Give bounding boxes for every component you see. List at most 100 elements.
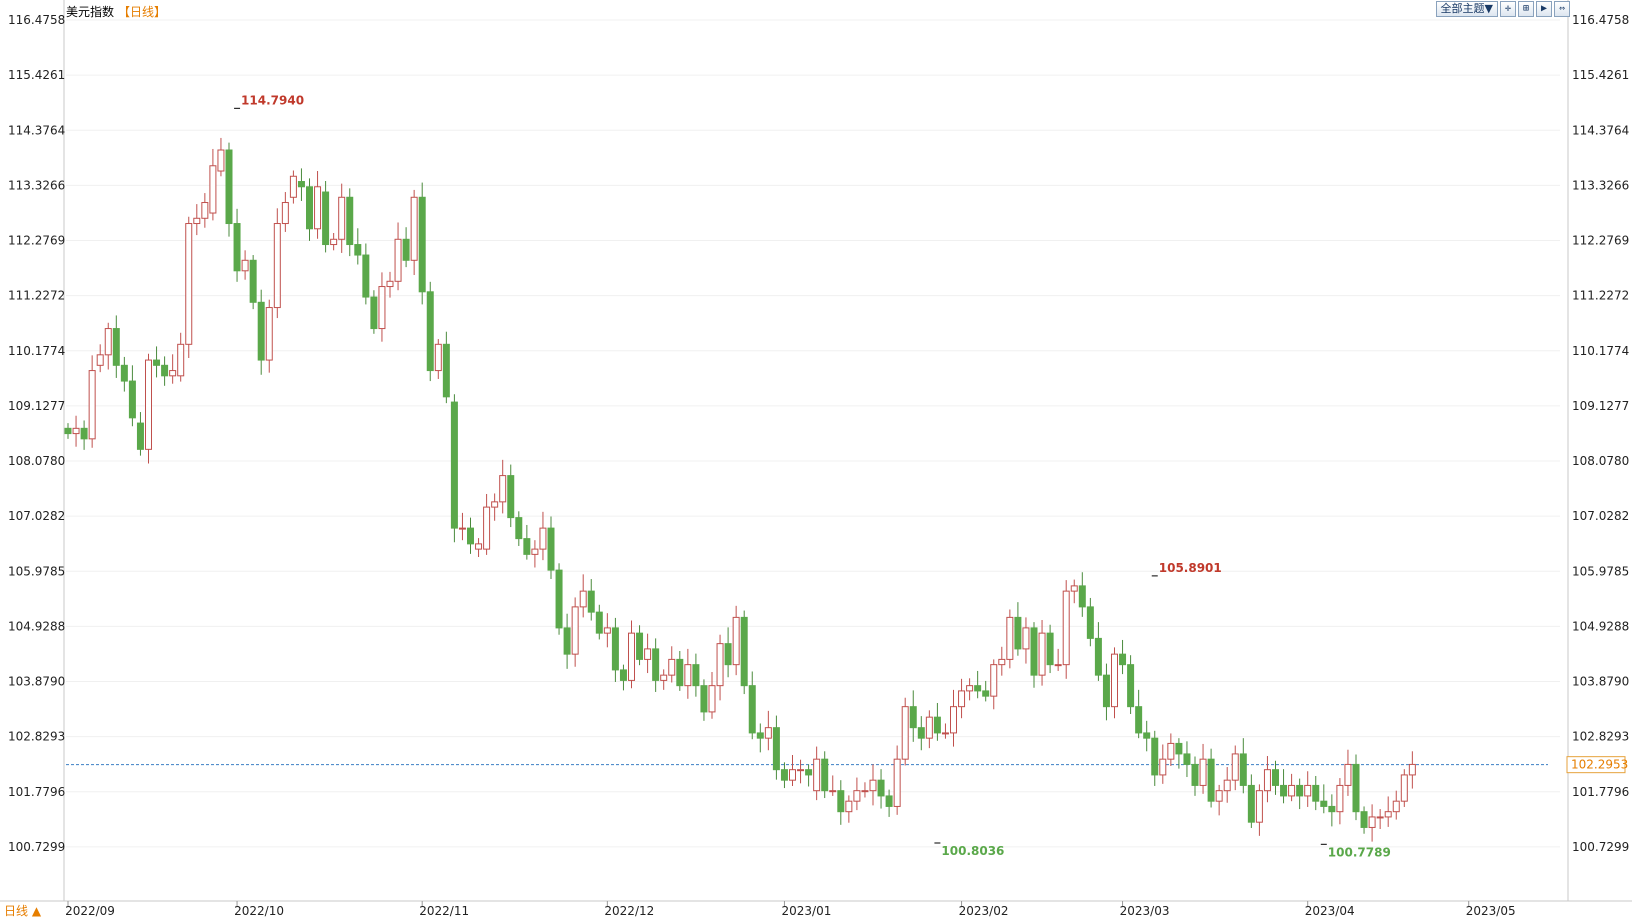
candle <box>652 638 660 692</box>
candle-body <box>289 175 297 198</box>
candle <box>764 710 772 751</box>
candle-body <box>1151 737 1159 776</box>
candle <box>145 353 152 464</box>
candle <box>700 679 708 721</box>
candle-body <box>555 569 563 629</box>
candle <box>1336 778 1344 825</box>
candle <box>595 604 603 640</box>
candle <box>1328 794 1336 827</box>
y-tick-label-left: 110.1774 <box>8 344 65 358</box>
candle-body <box>72 427 80 435</box>
zoom-in-icon[interactable]: ⊞ <box>1518 1 1534 17</box>
candle-body <box>587 590 595 613</box>
candle <box>1304 771 1312 807</box>
candle-body <box>426 291 434 372</box>
crosshair-icon[interactable]: ✛ <box>1500 1 1516 17</box>
theme-dropdown-button[interactable]: 全部主题▼ <box>1435 1 1498 17</box>
candle-body <box>1175 742 1183 755</box>
y-tick-label-left: 114.3764 <box>8 123 65 137</box>
candle-body <box>136 422 144 450</box>
y-tick-label-left: 113.3266 <box>8 178 65 192</box>
candle <box>96 344 104 373</box>
candle-body <box>1111 653 1118 708</box>
candle <box>426 281 434 382</box>
scroll-right-icon[interactable]: ▶ <box>1536 1 1552 17</box>
candle <box>177 332 185 382</box>
candle-body <box>756 732 764 739</box>
candle <box>1352 754 1360 821</box>
candle-body <box>660 674 668 681</box>
candle <box>1175 738 1183 769</box>
candle <box>402 227 410 268</box>
candle <box>217 137 225 177</box>
y-tick-label-left: 112.2769 <box>8 234 65 248</box>
candle <box>1207 748 1215 808</box>
candle <box>1038 620 1046 686</box>
candle <box>797 759 805 784</box>
candle <box>805 764 813 787</box>
candle-body <box>475 543 483 550</box>
period-label: 【日线】 <box>118 5 167 19</box>
candle <box>346 188 354 257</box>
candle-body <box>1336 784 1344 813</box>
candle-body <box>442 343 450 398</box>
candle <box>1255 784 1263 836</box>
candle <box>780 762 788 789</box>
candle-body <box>740 616 748 687</box>
period-toggle-button[interactable]: 日线 ▲ <box>4 904 42 918</box>
candle-body <box>314 186 322 230</box>
y-tick-label-right: 112.2769 <box>1572 234 1629 248</box>
candle <box>523 524 531 560</box>
candle-body <box>644 648 652 660</box>
x-tick-label: 2022/10 <box>234 904 284 918</box>
fit-icon[interactable]: ⇔ <box>1554 1 1570 17</box>
candle <box>136 412 144 456</box>
candle <box>88 355 96 448</box>
low-annotation: 100.8036 <box>941 844 1004 858</box>
candle-body <box>386 280 394 288</box>
candle-body <box>1078 585 1086 608</box>
y-tick-label-right: 111.2272 <box>1572 289 1629 303</box>
candle-body <box>1288 784 1296 797</box>
y-tick-label-left: 111.2272 <box>8 289 65 303</box>
candle <box>1223 767 1231 803</box>
candle <box>829 775 837 796</box>
y-tick-label-right: 104.9288 <box>1572 619 1629 633</box>
candle-body <box>169 370 177 377</box>
candle-body <box>1312 784 1320 802</box>
candle <box>338 183 346 253</box>
candle-body <box>153 359 161 366</box>
current-price-badge <box>1566 756 1626 774</box>
candle <box>539 511 547 561</box>
candle <box>161 356 169 386</box>
candle-body <box>619 669 627 681</box>
candle-body <box>1304 784 1312 797</box>
candle <box>386 271 394 298</box>
candle-body <box>861 790 869 793</box>
candle <box>869 764 877 806</box>
candle-body <box>628 632 635 681</box>
candle <box>660 669 668 690</box>
candle <box>1046 624 1054 674</box>
candle-body <box>909 706 917 729</box>
candle <box>901 697 909 766</box>
candle-body <box>483 506 491 550</box>
candle <box>1231 745 1239 791</box>
candle-body <box>1360 811 1368 828</box>
candle-body <box>1239 753 1247 786</box>
candle-body <box>1344 763 1352 786</box>
x-tick-label: 2022/12 <box>604 904 654 918</box>
y-tick-label-left: 115.4261 <box>8 68 65 82</box>
candle <box>120 356 128 392</box>
candle <box>225 142 233 237</box>
candle <box>185 216 193 358</box>
candle <box>64 423 72 439</box>
candle-body <box>1207 758 1215 802</box>
candle <box>1054 648 1062 671</box>
instrument-name: 美元指数 <box>66 5 115 19</box>
candle-body <box>917 727 925 739</box>
candle-body <box>571 606 579 655</box>
candle <box>1272 760 1279 795</box>
candle-body <box>668 658 676 676</box>
